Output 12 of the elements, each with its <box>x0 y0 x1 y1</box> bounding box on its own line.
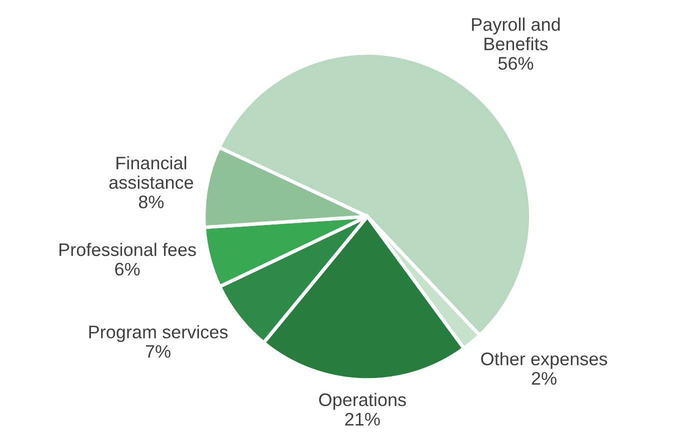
slice-label: Financial assistance <box>109 156 194 189</box>
slice-label: Professional fees <box>60 242 196 256</box>
slice-label: Other expenses <box>481 352 608 369</box>
data-label: 8% <box>138 196 164 208</box>
data-label: 2% <box>532 372 556 385</box>
data-label: 6% <box>115 262 140 276</box>
data-label: 21% <box>345 412 380 426</box>
slice-label: Operations <box>319 392 406 410</box>
slice-label: Payroll and Benefits <box>472 18 560 50</box>
data-label: 7% <box>146 345 170 358</box>
slice-label: Program services <box>89 325 228 342</box>
data-label: 56% <box>498 56 534 70</box>
